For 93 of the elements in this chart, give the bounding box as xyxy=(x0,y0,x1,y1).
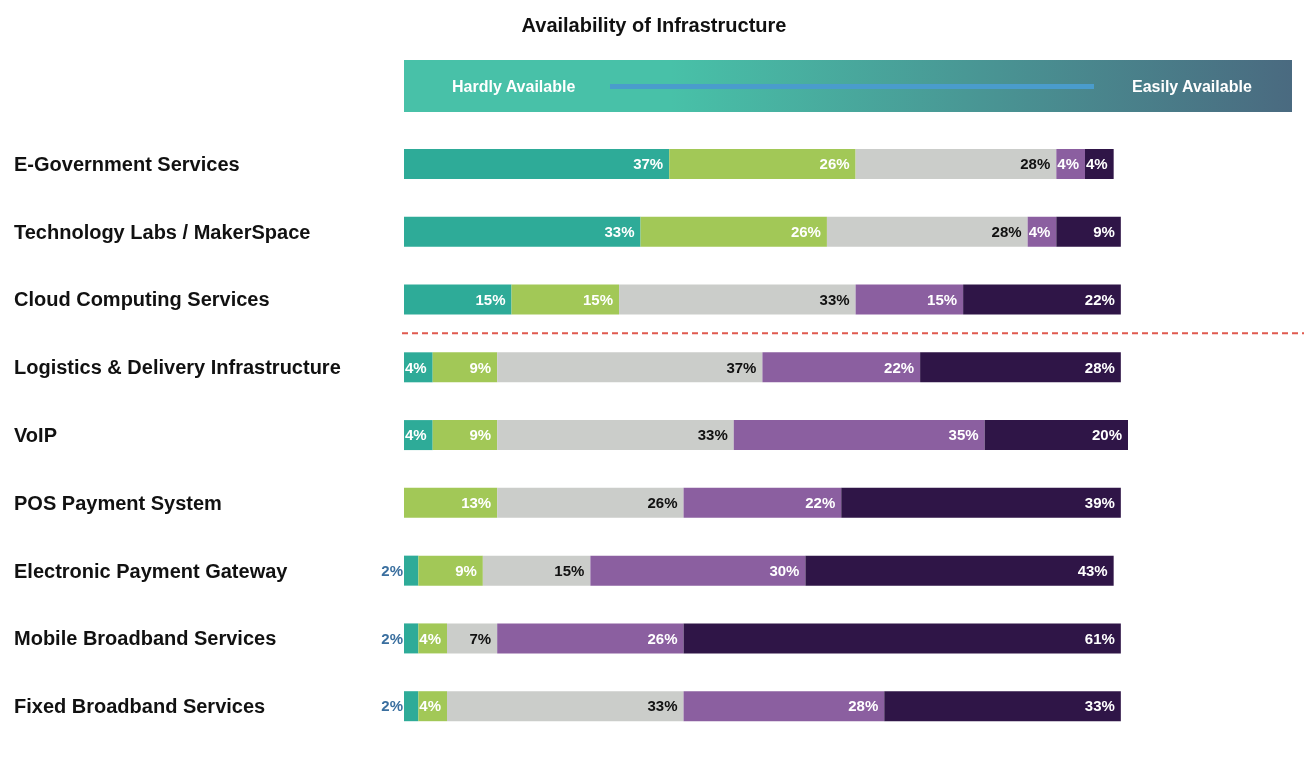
bar xyxy=(404,284,512,315)
data-label: 22% xyxy=(805,494,836,512)
bar xyxy=(497,487,684,518)
bar xyxy=(590,555,806,586)
bar xyxy=(404,148,670,179)
bar xyxy=(826,216,1028,247)
bar xyxy=(805,555,1114,586)
data-label: 9% xyxy=(469,358,492,376)
bar xyxy=(404,691,419,722)
bar xyxy=(1056,216,1121,247)
y-tick-label: Cloud Computing Services xyxy=(14,288,270,311)
data-label: 26% xyxy=(819,155,850,173)
bar xyxy=(497,420,734,451)
data-label: 9% xyxy=(1093,223,1115,241)
data-label: 15% xyxy=(475,290,506,308)
bar xyxy=(920,352,1121,383)
bar xyxy=(404,216,641,247)
bar xyxy=(447,691,684,722)
y-tick-label: Mobile Broadband Services xyxy=(14,627,277,650)
data-label: 33% xyxy=(604,223,635,241)
bar xyxy=(884,691,1121,722)
data-label: 15% xyxy=(927,290,958,308)
bar xyxy=(855,148,1057,179)
text: Hardly Available xyxy=(452,78,576,96)
data-label: 30% xyxy=(769,561,800,579)
bar xyxy=(841,487,1121,518)
bar xyxy=(683,487,842,518)
bar xyxy=(511,284,620,315)
bar xyxy=(683,623,1121,654)
chart-title: Availability of Infrastructure xyxy=(520,14,788,37)
data-label: 37% xyxy=(726,358,757,376)
bar xyxy=(432,352,498,383)
data-label: 35% xyxy=(948,426,979,444)
data-label: 22% xyxy=(884,358,915,376)
bar xyxy=(482,555,591,586)
data-label: 20% xyxy=(1091,426,1122,444)
data-label: 4% xyxy=(404,426,427,444)
data-label: 43% xyxy=(1077,561,1108,579)
data-label: 7% xyxy=(469,629,492,647)
bar xyxy=(619,284,856,315)
bar xyxy=(640,216,827,247)
data-label: 28% xyxy=(991,223,1022,241)
bar xyxy=(404,487,498,518)
bar xyxy=(497,352,763,383)
y-tick-label: E-Government Services xyxy=(14,152,240,175)
data-label: 28% xyxy=(848,697,879,715)
data-label: 22% xyxy=(1084,290,1115,308)
data-label: 4% xyxy=(419,629,442,647)
text: Easily Available xyxy=(1132,78,1252,96)
data-label: 15% xyxy=(583,290,614,308)
bar xyxy=(447,623,498,654)
data-label: 26% xyxy=(790,223,821,241)
data-label: 4% xyxy=(419,697,442,715)
data-label: 2% xyxy=(381,697,403,715)
y-tick-label: POS Payment System xyxy=(14,491,222,514)
bar xyxy=(497,623,684,654)
bar xyxy=(984,420,1128,451)
y-tick-label: Technology Labs / MakerSpace xyxy=(14,220,311,243)
y-tick-label: VoIP xyxy=(14,424,57,446)
data-label: 37% xyxy=(633,155,664,173)
data-label: 26% xyxy=(647,629,678,647)
data-label: 4% xyxy=(1028,223,1051,241)
data-label: 15% xyxy=(554,561,585,579)
data-label: 33% xyxy=(1084,697,1115,715)
data-label: 2% xyxy=(381,561,403,579)
data-label: 39% xyxy=(1084,494,1115,512)
data-label: 4% xyxy=(404,358,427,376)
data-label: 9% xyxy=(469,426,492,444)
data-label: 9% xyxy=(455,561,477,579)
bar xyxy=(404,623,419,654)
y-tick-label: Fixed Broadband Services xyxy=(14,695,266,718)
data-label: 28% xyxy=(1084,358,1115,376)
bar xyxy=(963,284,1121,315)
bar xyxy=(733,420,985,451)
bar xyxy=(855,284,964,315)
data-label: 2% xyxy=(381,629,403,647)
data-label: 4% xyxy=(1057,155,1079,173)
data-label: 61% xyxy=(1084,629,1115,647)
bar xyxy=(762,352,921,383)
bar xyxy=(404,555,419,586)
data-label: 4% xyxy=(1085,155,1108,173)
data-label: 13% xyxy=(461,494,492,512)
bar xyxy=(432,420,498,451)
data-label: 26% xyxy=(647,494,678,512)
y-tick-label: Electronic Payment Gateway xyxy=(14,559,289,582)
data-label: 28% xyxy=(1020,155,1051,173)
data-label: 33% xyxy=(819,290,850,308)
data-label: 33% xyxy=(647,697,678,715)
bar xyxy=(418,555,483,586)
bar xyxy=(683,691,885,722)
y-tick-label: Logistics & Delivery Infrastructure xyxy=(14,356,341,379)
bar xyxy=(669,148,856,179)
data-label: 33% xyxy=(697,426,728,444)
